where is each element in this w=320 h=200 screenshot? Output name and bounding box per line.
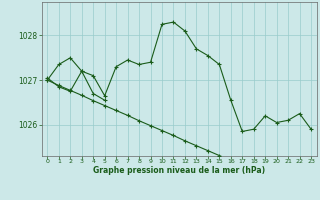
X-axis label: Graphe pression niveau de la mer (hPa): Graphe pression niveau de la mer (hPa) (93, 166, 265, 175)
